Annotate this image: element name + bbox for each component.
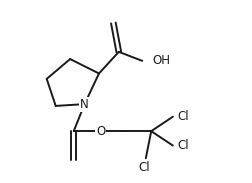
Text: Cl: Cl <box>177 139 189 152</box>
Text: O: O <box>96 125 105 138</box>
Text: Cl: Cl <box>177 110 189 123</box>
Text: N: N <box>80 98 89 111</box>
Text: OH: OH <box>152 54 170 67</box>
Text: Cl: Cl <box>138 161 150 174</box>
